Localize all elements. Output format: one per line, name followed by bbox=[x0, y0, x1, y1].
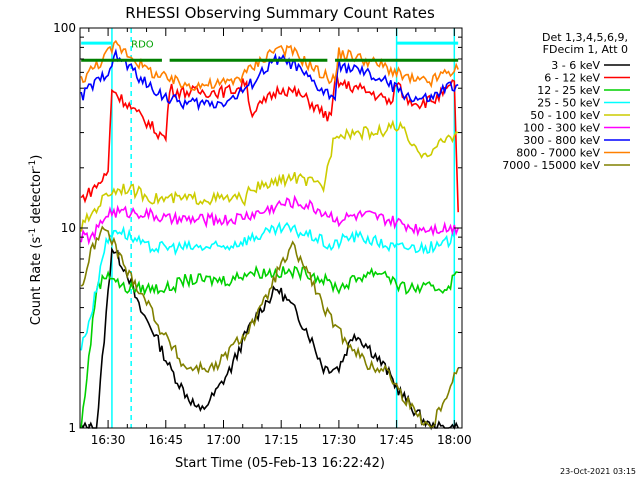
chart-title: RHESSI Observing Summary Count Rates bbox=[125, 4, 435, 22]
legend: Det 1,3,4,5,6,9, FDecim 1, Att 0 3 - 6 k… bbox=[502, 31, 630, 172]
x-tick-label-7: 18:00 bbox=[437, 433, 472, 447]
y-axis-ticks: 1 10 100 bbox=[53, 21, 462, 435]
y-tick-label-1: 1 bbox=[68, 421, 76, 435]
y-tick-label-3: 100 bbox=[53, 21, 76, 35]
series-line-4 bbox=[80, 221, 456, 351]
x-tick-label-3: 17:00 bbox=[206, 433, 241, 447]
annotation-1: RDO bbox=[131, 40, 154, 51]
plot-area: RDO bbox=[80, 28, 459, 431]
legend-label-9: 7000 - 15000 keV bbox=[502, 159, 600, 172]
legend-label-1: 3 - 6 keV bbox=[551, 59, 600, 72]
y-axis-label-rest: detector bbox=[29, 168, 44, 228]
series-line-3 bbox=[80, 264, 459, 429]
y-axis-label-sup2: -1 bbox=[28, 160, 38, 169]
series-line-2 bbox=[80, 73, 459, 213]
legend-header-line-2: FDecim 1, Att 0 bbox=[543, 43, 628, 56]
footer-date: 23-Oct-2021 03:15 bbox=[560, 467, 636, 476]
y-axis-label-main: Count Rate (s bbox=[29, 237, 44, 326]
x-tick-label-2: 16:45 bbox=[148, 433, 183, 447]
y-axis-label-end: ) bbox=[29, 155, 44, 160]
series-line-8 bbox=[80, 39, 459, 92]
legend-label-2: 6 - 12 keV bbox=[544, 72, 600, 85]
series-line-9 bbox=[80, 225, 459, 430]
x-axis-ticks: 16:30 16:45 17:00 17:15 17:30 17:45 18:00 bbox=[88, 28, 472, 447]
x-tick-label-4: 17:15 bbox=[264, 433, 299, 447]
series-line-6 bbox=[80, 194, 459, 246]
x-tick-label-6: 17:45 bbox=[379, 433, 414, 447]
legend-label-7: 300 - 800 keV bbox=[523, 134, 600, 147]
legend-header-line-1: Det 1,3,4,5,6,9, bbox=[542, 31, 628, 44]
legend-label-4: 25 - 50 keV bbox=[537, 97, 600, 110]
legend-label-8: 800 - 7000 keV bbox=[516, 147, 600, 160]
series-line-5 bbox=[80, 119, 459, 232]
series-line-1 bbox=[80, 246, 459, 431]
y-tick-label-2: 10 bbox=[61, 221, 76, 235]
legend-label-3: 12 - 25 keV bbox=[537, 84, 600, 97]
x-tick-label-1: 16:30 bbox=[91, 433, 126, 447]
y-axis-label: Count Rate (s-1 detector-1) bbox=[28, 155, 44, 326]
x-axis-label: Start Time (05-Feb-13 16:22:42) bbox=[175, 456, 385, 471]
legend-label-6: 100 - 300 keV bbox=[523, 122, 600, 135]
legend-label-5: 50 - 100 keV bbox=[530, 109, 600, 122]
x-tick-label-5: 17:30 bbox=[322, 433, 357, 447]
y-axis-label-sup: -1 bbox=[28, 228, 38, 237]
